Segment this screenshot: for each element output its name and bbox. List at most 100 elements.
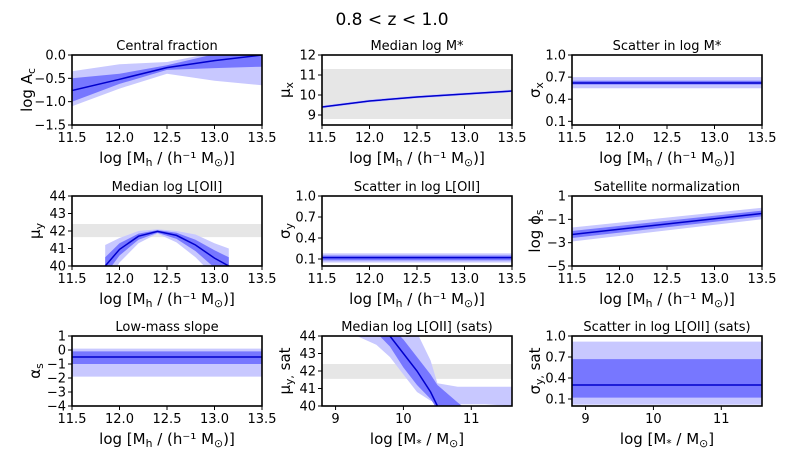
y-tick-label: 1 [58,330,66,345]
x-axis-label: log [Mh / (h⁻¹ M⊙)] [349,149,485,169]
y-tick-label: 43 [299,347,316,362]
panel-title: Median log L[OII] (sats) [341,320,493,335]
x-tick-label: 13.5 [248,131,277,146]
x-axis-label: log [Mh / (h⁻¹ M⊙)] [99,290,235,310]
x-tick-label: 11.5 [308,131,337,146]
y-axis-label: μx [276,81,296,98]
median-line [572,212,762,236]
x-tick-label: 13.5 [248,412,277,427]
x-tick-label: 12.0 [105,412,134,427]
x-tick-label: 11.5 [58,272,87,287]
y-tick-label: 44 [299,330,316,345]
y-tick-label: −1 [47,358,66,373]
y-tick-label: −4 [47,400,66,415]
y-tick-label: 1.0 [545,49,566,64]
y-tick-label: −1.0 [34,95,66,110]
y-tick-label: 0.7 [295,211,316,226]
y-tick-label: 0.4 [295,232,316,247]
panel-title: Central fraction [116,39,217,54]
plot-area [72,224,262,266]
plot-area [322,253,512,263]
plot-area [72,348,262,377]
y-axis-label: σx [526,81,546,98]
x-tick-label: 13.0 [200,131,229,146]
plot-area [72,55,262,107]
x-axis-label: log [Mh / (h⁻¹ M⊙)] [599,149,735,169]
x-axis-label: log [Mh / (h⁻¹ M⊙)] [99,149,235,169]
median-line [104,230,230,266]
x-tick-label: 12.5 [153,131,182,146]
y-tick-label: 0.4 [545,93,566,108]
y-tick-label: 0.0 [45,49,66,64]
panel-scatter-logloii: 11.5 12.0 12.5 13.0 13.5 0.1 0.4 0.7 1.0 Scatter … [276,180,526,310]
x-tick-label: 9 [331,412,339,427]
y-tick-label: 43 [49,207,66,222]
y-tick-label: 10 [299,89,316,104]
x-tick-label: 13.0 [700,272,729,287]
x-tick-label: 12.0 [605,272,634,287]
x-axis-label: log [M* / M⊙] [370,430,464,450]
panel-median-logmstar: 11.5 12.0 12.5 13.0 13.5 9 10 11 12 Median log M*… [276,39,526,169]
plot-area [572,77,762,89]
x-tick-label: 13.0 [700,131,729,146]
x-tick-label: 11.5 [558,131,587,146]
x-tick-label: 12.0 [355,272,384,287]
panel-title: Median log M* [370,39,464,54]
inner-credible-band [572,359,762,398]
x-axis-label: log [Mh / (h⁻¹ M⊙)] [99,430,235,450]
panel-title: Scatter in log M* [613,39,722,54]
x-tick-label: 13.5 [498,272,527,287]
y-tick-label: −3 [47,386,66,401]
y-tick-label: 0.4 [545,372,566,387]
plot-area [322,336,512,406]
x-tick-label: 12.5 [403,131,432,146]
y-tick-label: −1.5 [34,119,66,134]
x-tick-label: 12.5 [653,131,682,146]
x-tick-label: 13.0 [450,272,479,287]
x-tick-label: 12.5 [153,272,182,287]
y-tick-label: 44 [49,190,66,205]
x-tick-label: 12.0 [105,272,134,287]
y-axis-label: log ϕs [526,209,546,253]
panel-scatter-logloii-sats: 9 10 11 0.1 0.4 0.7 1.0 Scatter in log L[OII] (… [526,320,763,450]
x-tick-label: 13.5 [498,131,527,146]
y-axis-label: μy, sat [276,347,296,394]
y-axis-label: log Ac [18,68,38,112]
y-tick-label: 1 [558,190,566,205]
x-tick-label: 11.5 [58,412,87,427]
x-tick-label: 12.0 [105,131,134,146]
x-axis-label: log [M* / M⊙] [620,430,714,450]
x-tick-label: 12.5 [153,412,182,427]
y-tick-label: −2 [47,372,66,387]
panel-title: Scatter in log L[OII] (sats) [583,320,750,335]
y-tick-label: 1.0 [545,330,566,345]
panel-title: Satellite normalization [594,180,740,195]
y-tick-label: 1.0 [295,190,316,205]
y-tick-label: 0.1 [295,253,316,268]
x-tick-label: 13.5 [748,272,777,287]
x-tick-label: 11 [463,412,480,427]
x-axis-label: log [Mh / (h⁻¹ M⊙)] [599,290,735,310]
panel-median-logloii-sats: 9 10 11 40 41 42 43 44 Median log L[OII] (sats) l… [276,320,513,450]
x-tick-label: 10 [645,412,662,427]
x-tick-label: 11.5 [308,272,337,287]
panel-scatter-logmstar: 11.5 12.0 12.5 13.0 13.5 0.1 0.4 0.7 1.0 Scatter … [526,39,776,169]
axes-frame [571,335,763,407]
x-tick-label: 13.5 [248,272,277,287]
figure-title: 0.8 < z < 1.0 [335,10,448,30]
x-tick-label: 12.5 [653,272,682,287]
y-tick-label: 40 [49,260,66,275]
median-line [388,336,439,406]
panel-median-logloii: 11.5 12.0 12.5 13.0 13.5 40 41 42 43 44 Median log… [26,180,276,310]
x-tick-label: 11.5 [58,131,87,146]
panel-title: Low-mass slope [115,320,218,335]
y-tick-label: 0 [58,344,66,359]
y-tick-label: 42 [299,365,316,380]
x-tick-label: 13.0 [200,272,229,287]
y-tick-label: −1 [547,213,566,228]
y-tick-label: −5 [547,260,566,275]
y-tick-label: 0.1 [545,115,566,130]
x-tick-label: 12.0 [605,131,634,146]
inner-credible-band [72,55,262,102]
x-tick-label: 13.0 [450,131,479,146]
